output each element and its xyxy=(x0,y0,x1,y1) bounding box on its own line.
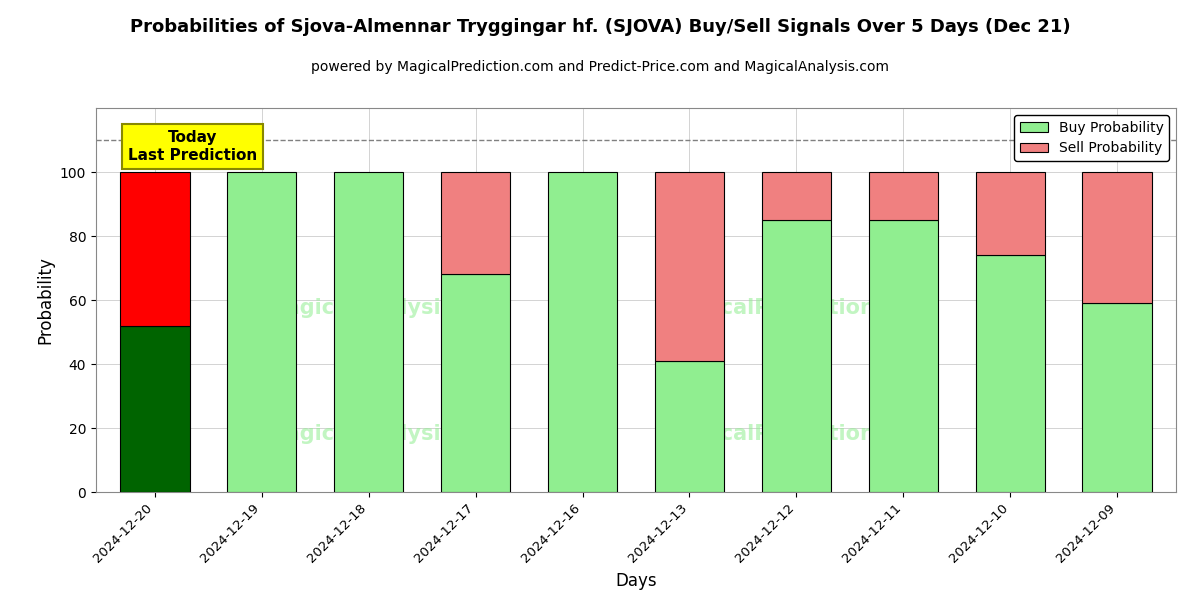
Legend: Buy Probability, Sell Probability: Buy Probability, Sell Probability xyxy=(1014,115,1169,161)
Bar xyxy=(655,172,725,361)
Bar xyxy=(334,172,403,492)
Bar xyxy=(869,172,938,220)
Text: Today
Last Prediction: Today Last Prediction xyxy=(127,130,257,163)
Text: MagicalAnalysis.com: MagicalAnalysis.com xyxy=(265,298,510,317)
Bar xyxy=(547,172,617,492)
Text: Probabilities of Sjova-Almennar Tryggingar hf. (SJOVA) Buy/Sell Signals Over 5 D: Probabilities of Sjova-Almennar Trygging… xyxy=(130,18,1070,36)
X-axis label: Days: Days xyxy=(616,572,656,590)
Bar xyxy=(440,274,510,492)
Text: powered by MagicalPrediction.com and Predict-Price.com and MagicalAnalysis.com: powered by MagicalPrediction.com and Pre… xyxy=(311,60,889,74)
Bar xyxy=(1082,172,1152,303)
Bar xyxy=(120,326,190,492)
Bar xyxy=(227,172,296,492)
Bar xyxy=(976,172,1045,255)
Text: MagicalAnalysis.com: MagicalAnalysis.com xyxy=(265,424,510,445)
Text: MagicalPrediction.com: MagicalPrediction.com xyxy=(665,298,931,317)
Y-axis label: Probability: Probability xyxy=(36,256,54,344)
Bar xyxy=(762,172,832,220)
Text: MagicalPrediction.com: MagicalPrediction.com xyxy=(665,424,931,445)
Bar xyxy=(120,172,190,326)
Bar xyxy=(655,361,725,492)
Bar xyxy=(976,255,1045,492)
Bar xyxy=(1082,303,1152,492)
Bar xyxy=(762,220,832,492)
Bar xyxy=(869,220,938,492)
Bar xyxy=(440,172,510,274)
